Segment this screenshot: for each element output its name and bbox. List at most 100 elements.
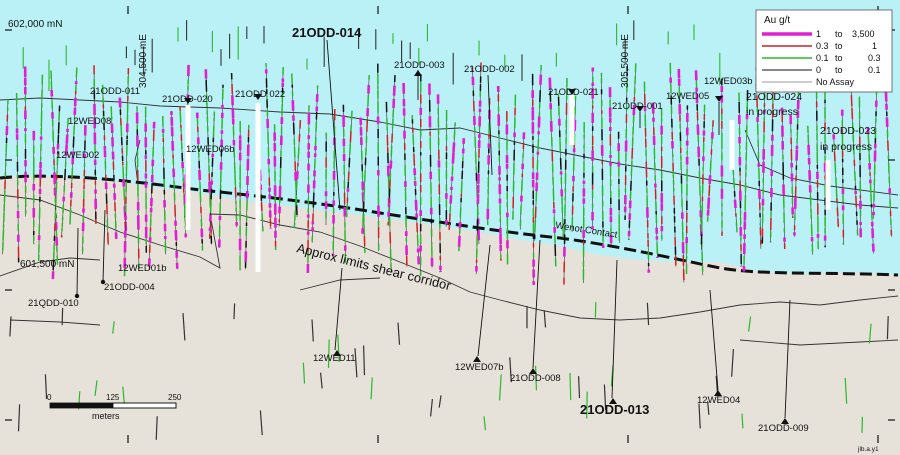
assay-segment <box>867 133 870 146</box>
scattered-hole <box>182 312 186 341</box>
hole-label-12wed01b: 12WED01b <box>118 263 167 274</box>
easting-right-label: 305,500 mE <box>620 34 631 88</box>
hole-label-21odd-020: 21ODD-020 <box>162 94 213 105</box>
scattered-hole <box>9 316 12 337</box>
scattered-hole <box>886 316 889 340</box>
assay-segment <box>413 153 416 166</box>
footer-id: jlb.a.y1 <box>857 446 879 453</box>
assay-segment <box>349 143 352 155</box>
status-note-21odd-023: in progress <box>820 141 872 153</box>
scattered-hole <box>155 416 158 440</box>
assay-segment <box>707 197 711 209</box>
scattered-hole <box>430 398 433 417</box>
assay-segment <box>64 168 67 181</box>
hole-label-21odd-013: 21ODD-013 <box>580 402 649 417</box>
assay-segment <box>294 194 297 207</box>
scattered-hole <box>311 319 314 342</box>
assay-segment <box>123 188 126 201</box>
hole-label-21odd-008: 21ODD-008 <box>510 373 561 384</box>
scattered-hole <box>320 372 323 389</box>
drillhole-traces <box>1 20 893 440</box>
assay-segment <box>733 199 737 209</box>
legend-high-to-word: to <box>835 29 843 39</box>
legend-low-to-word: to <box>835 53 843 63</box>
hole-label-12wed06b: 12WED06b <box>186 144 235 155</box>
scattered-hole <box>438 395 442 408</box>
hole-label-12wed04: 12WED04 <box>697 395 740 406</box>
assay-segment <box>833 151 836 162</box>
legend-trace-to: 0.1 <box>868 65 881 75</box>
legend-title: Au g/t <box>764 15 790 26</box>
assay-segment <box>295 180 298 191</box>
scattered-hole <box>578 376 581 398</box>
scattered-hole <box>731 349 734 377</box>
label-leaders <box>76 39 791 419</box>
scattered-hole <box>698 403 701 429</box>
scattered-hole <box>543 310 547 328</box>
assay-segment <box>293 210 297 221</box>
scattered-hole <box>354 348 358 378</box>
scale-bar: 0 125 250 meters <box>47 393 182 421</box>
scattered-hole <box>707 400 710 415</box>
hole-label-21qdd-010: 21QDD-010 <box>28 298 79 309</box>
grid-ticks <box>5 6 895 443</box>
scattered-hole <box>509 357 512 383</box>
northing-top-label: 602,000 mN <box>8 19 62 30</box>
hole-label-12wed03b: 12WED03b <box>704 76 753 87</box>
white-hole-markers <box>185 95 831 272</box>
scale-tick-250: 250 <box>168 393 182 402</box>
scattered-hole <box>483 416 487 431</box>
legend-low-to: 0.3 <box>868 53 881 63</box>
scattered-hole <box>327 339 330 368</box>
scattered-hole <box>17 404 21 432</box>
assay-segment <box>64 144 69 157</box>
assay-segment <box>851 122 854 135</box>
assay-segment <box>732 177 736 188</box>
assay-segment <box>122 166 125 179</box>
assay-segment <box>708 185 711 197</box>
hole-label-21odd-001: 21ODD-001 <box>612 101 663 112</box>
hole-label-12wed08: 12WED08 <box>68 116 111 127</box>
easting-left-label: 304,500 mE <box>138 34 149 88</box>
assay-segment <box>297 147 300 159</box>
scale-tick-125: 125 <box>106 393 120 402</box>
scattered-hole <box>363 345 366 376</box>
hole-label-21odd-014: 21ODD-014 <box>292 25 362 40</box>
assay-segment <box>451 152 455 164</box>
scattered-hole <box>337 334 340 362</box>
status-note-21odd-024: in progress <box>746 106 798 118</box>
hole-label-12wed11: 12WED11 <box>313 353 356 364</box>
legend-noassay: No Assay <box>816 77 855 87</box>
scattered-hole <box>94 380 98 397</box>
assay-segment <box>452 142 456 153</box>
scattered-hole <box>741 413 744 429</box>
hole-trace <box>148 121 155 270</box>
assay-segment <box>709 160 712 172</box>
pit-outlines <box>0 97 899 346</box>
scale-tick-0: 0 <box>47 393 52 402</box>
assay-segment <box>460 181 463 193</box>
assay-segment <box>65 134 69 144</box>
hole-label-21odd-009: 21ODD-009 <box>758 423 809 434</box>
scattered-hole <box>233 303 236 320</box>
hole-label-21odd-024: 21ODD-024 <box>746 91 802 103</box>
assay-segment <box>834 162 837 174</box>
legend-mid-to: 1 <box>872 41 877 51</box>
label-markers <box>74 70 789 424</box>
legend-trace-to-word: to <box>835 65 843 75</box>
wenot-contact-line <box>0 174 899 277</box>
legend-high-from: 1 <box>816 29 821 39</box>
legend-trace-from: 0 <box>816 65 821 75</box>
hole-label-21odd-004: 21ODD-004 <box>104 282 155 293</box>
hole-label-12wed07b: 12WED07b <box>455 362 504 373</box>
legend-low-from: 0.1 <box>816 53 829 63</box>
legend-mid-to-word: to <box>835 41 843 51</box>
hole-label-21odd-022: 21ODD 022 <box>235 89 285 100</box>
scattered-hole <box>868 323 872 344</box>
scattered-hole <box>122 386 126 406</box>
legend-high-to: 3,500 <box>852 29 875 39</box>
hole-trace <box>743 89 748 272</box>
scattered-hole <box>569 372 572 401</box>
scattered-hole <box>259 410 263 436</box>
